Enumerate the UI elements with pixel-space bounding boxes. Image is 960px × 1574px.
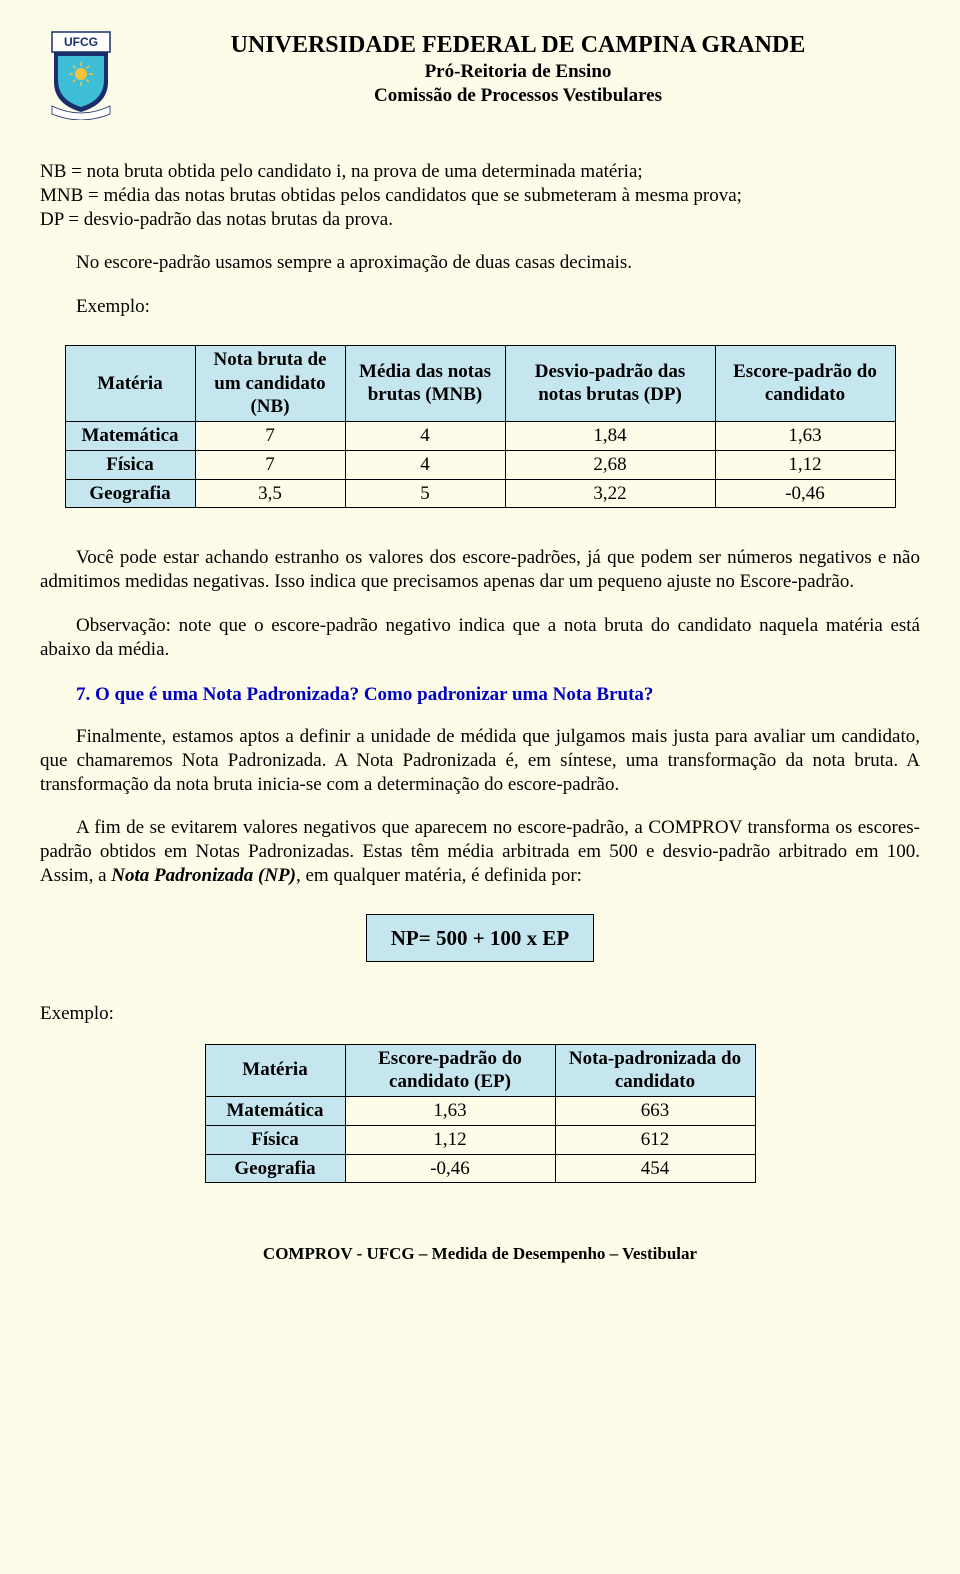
institution-title: UNIVERSIDADE FEDERAL DE CAMPINA GRANDE <box>116 30 920 60</box>
cell: -0,46 <box>715 479 895 508</box>
cell: 2,68 <box>505 450 715 479</box>
section-7-title: 7. O que é uma Nota Padronizada? Como pa… <box>76 683 920 707</box>
section-7-p1: Finalmente, estamos aptos a definir a un… <box>40 725 920 796</box>
col-materia: Matéria <box>65 345 195 421</box>
p2-b: Nota Padronizada (NP) <box>111 865 296 886</box>
table-row: Geografia -0,46 454 <box>205 1154 755 1183</box>
def-nb: NB = nota bruta obtida pelo candidato i,… <box>40 161 643 182</box>
cell: -0,46 <box>345 1154 555 1183</box>
table-2-wrap: Matéria Escore-padrão do candidato (EP) … <box>40 1044 920 1204</box>
intro-note: No escore-padrão usamos sempre a aproxim… <box>40 251 920 275</box>
cell: 1,84 <box>505 422 715 451</box>
table-row: Geografia 3,5 5 3,22 -0,46 <box>65 479 895 508</box>
col-np: Nota-padronizada do candidato <box>555 1044 755 1097</box>
cell: 4 <box>345 450 505 479</box>
table-row: Matemática 1,63 663 <box>205 1097 755 1126</box>
cell: 612 <box>555 1125 755 1154</box>
example-label-1: Exemplo: <box>76 295 920 319</box>
cell: Física <box>65 450 195 479</box>
cell: 3,5 <box>195 479 345 508</box>
cell: 1,63 <box>715 422 895 451</box>
page-footer: COMPROV - UFCG – Medida de Desempenho – … <box>40 1243 920 1264</box>
table-header-row: Matéria Escore-padrão do candidato (EP) … <box>205 1044 755 1097</box>
col-mnb: Média das notas brutas (MNB) <box>345 345 505 421</box>
cell: 3,22 <box>505 479 715 508</box>
cell: Matemática <box>65 422 195 451</box>
header-subtitle-1: Pró-Reitoria de Ensino <box>116 60 920 84</box>
cell: 1,12 <box>715 450 895 479</box>
table-header-row: Matéria Nota bruta de um candidato (NB) … <box>65 345 895 421</box>
svg-text:UFCG: UFCG <box>64 35 98 49</box>
table-row: Matemática 7 4 1,84 1,63 <box>65 422 895 451</box>
cell: 663 <box>555 1097 755 1126</box>
col-ep: Escore-padrão do candidato <box>715 345 895 421</box>
col-materia: Matéria <box>205 1044 345 1097</box>
cell: Geografia <box>205 1154 345 1183</box>
ufcg-logo: UFCG <box>46 30 116 120</box>
cell: 1,12 <box>345 1125 555 1154</box>
mid-paragraph-2: Observação: note que o escore-padrão neg… <box>40 614 920 662</box>
cell: Geografia <box>65 479 195 508</box>
p2-c: , em qualquer matéria, é definida por: <box>296 865 582 886</box>
formula-wrap: NP= 500 + 100 x EP <box>40 914 920 962</box>
header-text: UNIVERSIDADE FEDERAL DE CAMPINA GRANDE P… <box>116 30 920 108</box>
col-ep: Escore-padrão do candidato (EP) <box>345 1044 555 1097</box>
document-header: UFCG UNIVERSIDADE FEDERAL DE CAMPINA GRA… <box>40 30 920 120</box>
table-escore-padrao: Matéria Nota bruta de um candidato (NB) … <box>65 345 896 509</box>
cell: 1,63 <box>345 1097 555 1126</box>
cell: 7 <box>195 422 345 451</box>
cell: 5 <box>345 479 505 508</box>
header-subtitle-2: Comissão de Processos Vestibulares <box>116 84 920 108</box>
formula-np: NP= 500 + 100 x EP <box>366 914 595 962</box>
def-mnb: MNB = média das notas brutas obtidas pel… <box>40 185 742 206</box>
section-7-p2: A fim de se evitarem valores negativos q… <box>40 816 920 887</box>
col-nb: Nota bruta de um candidato (NB) <box>195 345 345 421</box>
table-row: Física 7 4 2,68 1,12 <box>65 450 895 479</box>
table-nota-padronizada: Matéria Escore-padrão do candidato (EP) … <box>205 1044 756 1184</box>
def-dp: DP = desvio-padrão das notas brutas da p… <box>40 209 393 230</box>
mid-paragraph-1: Você pode estar achando estranho os valo… <box>40 546 920 594</box>
cell: Física <box>205 1125 345 1154</box>
example-label-2: Exemplo: <box>40 1002 920 1026</box>
col-dp: Desvio-padrão das notas brutas (DP) <box>505 345 715 421</box>
definitions-block: NB = nota bruta obtida pelo candidato i,… <box>40 160 920 231</box>
cell: 454 <box>555 1154 755 1183</box>
cell: 7 <box>195 450 345 479</box>
table-row: Física 1,12 612 <box>205 1125 755 1154</box>
cell: Matemática <box>205 1097 345 1126</box>
cell: 4 <box>345 422 505 451</box>
table-1-wrap: Matéria Nota bruta de um candidato (NB) … <box>40 345 920 529</box>
